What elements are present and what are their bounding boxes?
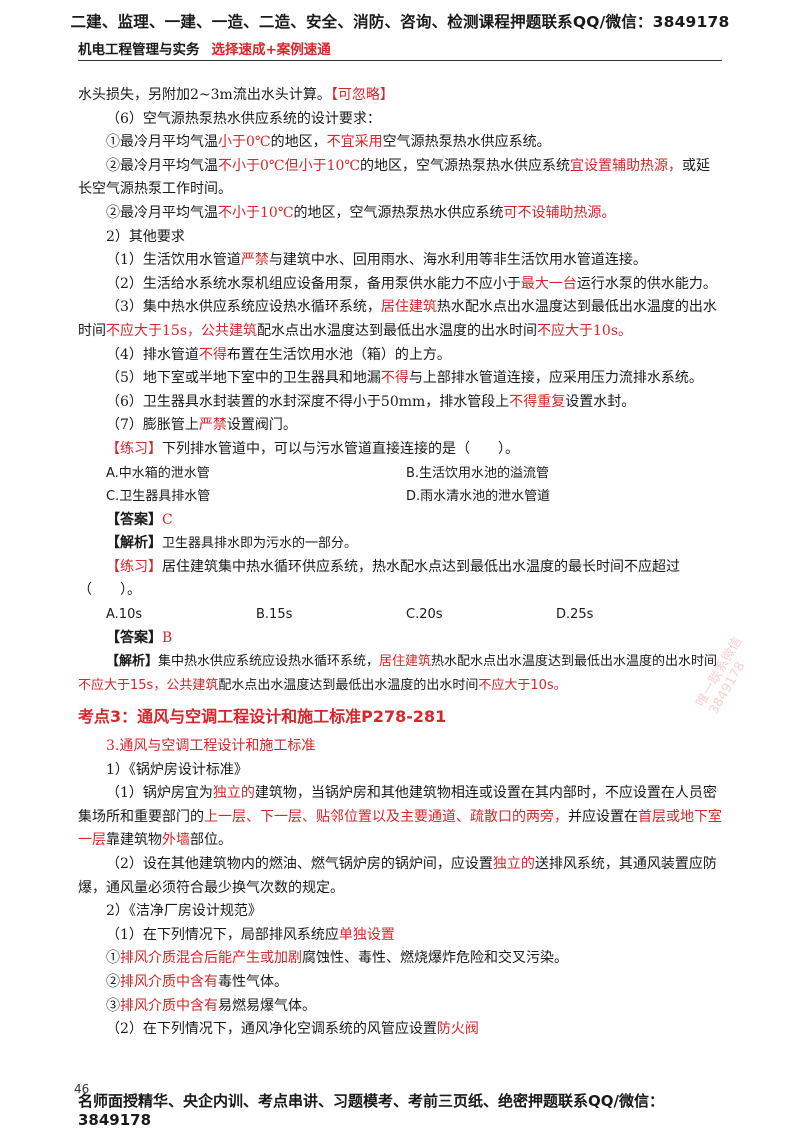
subsection-title: 3.通风与空调工程设计和施工标准 xyxy=(106,738,316,755)
top-banner: 二建、监理、一建、一造、二造、安全、消防、咨询、检测课程押题联系QQ/微信：38… xyxy=(70,13,730,31)
para: ①最冷月平均气温小于0℃的地区，不宜采用空气源热泵热水供应系统。 xyxy=(106,134,551,151)
question-1-answer: 【答案】C xyxy=(106,511,173,528)
question-1-options: A.中水箱的泄水管 B.生活饮用水池的溢流管 xyxy=(106,465,550,481)
question-1: 【练习】下列排水管道中，可以与污水管道直接连接的是（ ）。 xyxy=(106,440,519,457)
para: （1）在下列情况下，局部排风系统应单独设置 xyxy=(106,926,395,943)
section-heading: 考点3：通风与空调工程设计和施工标准P278-281 xyxy=(78,707,447,727)
para: ②最冷月平均气温不小于10℃的地区，空气源热泵热水供应系统可不设辅助热源。 xyxy=(106,204,616,221)
para: ①排风介质混合后能产生或加剧腐蚀性、毒性、燃烧爆炸危险和交叉污染。 xyxy=(106,950,568,967)
question-2-answer: 【答案】B xyxy=(106,629,173,646)
para: 1）《锅炉房设计标准》 xyxy=(106,761,248,778)
para: （1）锅炉房宜为独立的建筑物，当锅炉房和其他建筑物相连或设置在其内部时，不应设置… xyxy=(78,785,722,849)
para: （6）卫生器具水封装置的水封深度不得小于50mm，排水管段上不得重复设置水封。 xyxy=(106,393,636,410)
para: （3）集中热水供应系统应设热水循环系统，居住建筑热水配水点出水温度达到最低出水温… xyxy=(78,299,717,339)
para: 2）《洁净厂房设计规范》 xyxy=(106,903,262,920)
para: （6）空气源热泵热水供应系统的设计要求： xyxy=(106,110,381,127)
para: （1）生活饮用水管道严禁与建筑中水、回用雨水、海水利用等非生活饮用水管道连接。 xyxy=(106,252,647,269)
question-2: 【练习】居住建筑集中热水循环供应系统，热水配水点达到最低出水温度的最长时间不应超… xyxy=(78,558,680,599)
para: （2）生活给水系统水泵机组应设备用泵，备用泵供水能力不应小于最大一台运行水泵的供… xyxy=(106,275,717,292)
para: 2）其他要求 xyxy=(106,228,185,245)
page-number: 46 xyxy=(74,1082,90,1096)
para: ②最冷月平均气温不小于0℃但小于10℃的地区，空气源热泵热水供应系统宜设置辅助热… xyxy=(78,157,711,198)
para: （7）膨胀管上严禁设置阀门。 xyxy=(106,417,297,434)
subject-title: 机电工程管理与实务 xyxy=(78,42,200,58)
question-1-options: C.卫生器具排水管 D.雨水清水池的泄水管道 xyxy=(106,489,551,505)
page-content: 水头损失，另附加2~3m流出水头计算。【可忽略】 （6）空气源热泵热水供应系统的… xyxy=(78,84,722,1042)
para: ②排风介质中含有毒性气体。 xyxy=(106,973,288,990)
para: （2）设在其他建筑物内的燃油、燃气锅炉房的锅炉间，应设置独立的送排风系统，其通风… xyxy=(78,856,717,896)
para: （5）地下室或半地下室中的卫生器具和地漏不得与上部排水管道连接，应采用压力流排水… xyxy=(106,370,703,387)
question-1-explanation: 【解析】卫生器具排水即为污水的一部分。 xyxy=(106,535,358,552)
subject-subtitle: 选择速成+案例速通 xyxy=(211,42,331,58)
subject-header: 机电工程管理与实务 选择速成+案例速通 xyxy=(78,38,331,58)
header-rule xyxy=(78,60,722,61)
para: （2）在下列情况下，通风净化空调系统的风管应设置防火阀 xyxy=(106,1021,479,1038)
para: 水头损失，另附加2~3m流出水头计算。【可忽略】 xyxy=(78,87,394,103)
para: ③排风介质中含有易燃易爆气体。 xyxy=(106,997,316,1014)
question-2-explanation: 【解析】集中热水供应系统应设热水循环系统，居住建筑热水配水点出水温度达到最低出水… xyxy=(78,654,718,693)
question-2-options: A.10s B.15s C.20s D.25s xyxy=(106,607,594,623)
para: （4）排水管道不得布置在生活饮用水池（箱）的上方。 xyxy=(106,346,451,363)
footer-banner: 名师面授精华、央企内训、考点串讲、习题模考、考前三页纸、绝密押题联系QQ/微信：… xyxy=(78,1092,664,1129)
